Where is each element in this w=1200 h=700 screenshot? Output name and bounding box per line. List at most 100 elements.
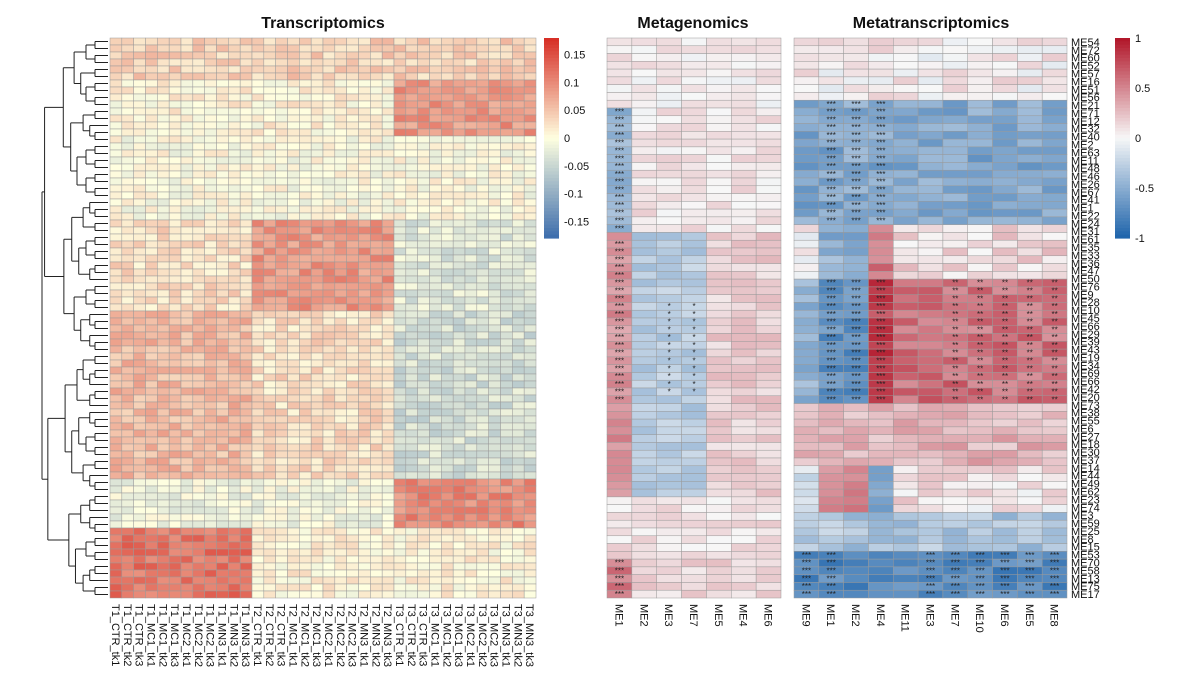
heatmap-cell xyxy=(942,239,968,249)
heatmap-cell xyxy=(275,310,288,319)
heatmap-cell xyxy=(393,562,407,571)
heatmap-cell xyxy=(681,566,707,575)
heatmap-cell xyxy=(405,37,418,46)
heatmap-cell xyxy=(168,352,182,361)
heatmap-cell xyxy=(346,170,359,179)
heatmap-cell xyxy=(204,408,217,417)
heatmap-cell xyxy=(1017,193,1043,202)
heatmap-cell xyxy=(334,443,347,452)
heatmap-cell xyxy=(488,457,501,466)
heatmap-cell xyxy=(287,37,300,46)
heatmap-cell xyxy=(216,520,229,529)
heatmap-cell xyxy=(917,177,944,187)
heatmap-cell xyxy=(523,506,537,515)
significance-marker: *** xyxy=(851,279,860,288)
significance-marker: *** xyxy=(876,209,885,218)
heatmap-cell xyxy=(441,520,454,529)
heatmap-cell xyxy=(992,449,1018,459)
heatmap-cell xyxy=(393,37,407,46)
heatmap-cell xyxy=(168,121,182,130)
heatmap-cell xyxy=(523,450,537,459)
heatmap-cell xyxy=(239,541,253,550)
heatmap-cell xyxy=(417,282,430,291)
heatmap-cell xyxy=(263,226,276,235)
legend-color-step xyxy=(544,74,559,79)
heatmap-cell xyxy=(464,562,478,571)
heatmap-cell xyxy=(346,548,359,557)
row-label: ME3 xyxy=(1071,510,1094,522)
heatmap-cell xyxy=(109,268,123,277)
heatmap-cell xyxy=(441,44,454,53)
heatmap-cell xyxy=(681,426,707,435)
significance-marker: * xyxy=(668,325,671,334)
significance-marker: *** xyxy=(851,209,860,218)
legend-color-step xyxy=(1115,188,1130,192)
heatmap-cell xyxy=(180,303,194,312)
heatmap-cell xyxy=(1041,45,1068,54)
significance-marker: *** xyxy=(827,380,836,389)
heatmap-cell xyxy=(216,359,229,368)
heatmap-cell xyxy=(109,429,123,438)
heatmap-cell xyxy=(157,65,170,74)
heatmap-cell xyxy=(204,359,217,368)
heatmap-cell xyxy=(476,226,489,235)
heatmap-cell xyxy=(157,408,170,417)
heatmap-cell xyxy=(145,142,158,151)
heatmap-cell xyxy=(109,177,123,186)
heatmap-cell xyxy=(216,457,229,466)
heatmap-cell xyxy=(381,233,395,242)
heatmap-cell xyxy=(393,338,407,347)
heatmap-cell xyxy=(464,366,478,375)
heatmap-cell xyxy=(942,193,968,202)
heatmap-cell xyxy=(370,548,383,557)
heatmap-cell xyxy=(121,534,134,543)
heatmap-cell xyxy=(523,569,537,578)
heatmap-cell xyxy=(287,527,300,536)
heatmap-cell xyxy=(204,86,217,95)
heatmap-cell xyxy=(1017,426,1043,435)
heatmap-cell xyxy=(109,457,123,466)
heatmap-cell xyxy=(121,121,134,130)
heatmap-cell xyxy=(145,254,158,263)
heatmap-cell xyxy=(157,51,170,60)
heatmap-cell xyxy=(731,278,757,288)
heatmap-cell xyxy=(488,569,501,578)
heatmap-cell xyxy=(239,359,253,368)
heatmap-cell xyxy=(381,352,395,361)
heatmap-cell xyxy=(109,527,123,536)
heatmap-cell xyxy=(228,317,241,326)
heatmap-cell xyxy=(500,415,513,424)
heatmap-cell xyxy=(358,352,371,361)
legend-tick-label: 0.15 xyxy=(564,50,585,62)
heatmap-cell xyxy=(310,443,324,452)
heatmap-cell xyxy=(204,534,217,543)
heatmap-cell xyxy=(216,583,229,592)
heatmap-cell xyxy=(109,366,123,375)
heatmap-cell xyxy=(405,401,418,410)
heatmap-cell xyxy=(500,219,513,228)
heatmap-cell xyxy=(239,198,253,207)
heatmap-cell xyxy=(370,219,383,228)
heatmap-cell xyxy=(755,481,782,490)
heatmap-cell xyxy=(322,296,336,305)
heatmap-cell xyxy=(287,450,300,459)
heatmap-cell xyxy=(381,86,395,95)
heatmap-cell xyxy=(263,394,276,403)
heatmap-cell xyxy=(523,37,537,46)
heatmap-cell xyxy=(109,282,123,291)
heatmap-cell xyxy=(381,436,395,445)
heatmap-cell xyxy=(299,142,312,151)
significance-marker: *** xyxy=(1000,574,1009,583)
heatmap-cell xyxy=(631,434,657,443)
heatmap-cell xyxy=(476,366,489,375)
heatmap-cell xyxy=(157,86,170,95)
heatmap-cell xyxy=(452,513,466,522)
heatmap-cell xyxy=(204,219,217,228)
heatmap-cell xyxy=(275,191,288,200)
heatmap-cell xyxy=(1017,442,1043,451)
heatmap-cell xyxy=(180,282,194,291)
heatmap-cell xyxy=(145,93,158,102)
heatmap-cell xyxy=(121,247,134,256)
column-label: T1_MC1_tk3 xyxy=(168,604,180,667)
heatmap-cell xyxy=(706,504,732,513)
